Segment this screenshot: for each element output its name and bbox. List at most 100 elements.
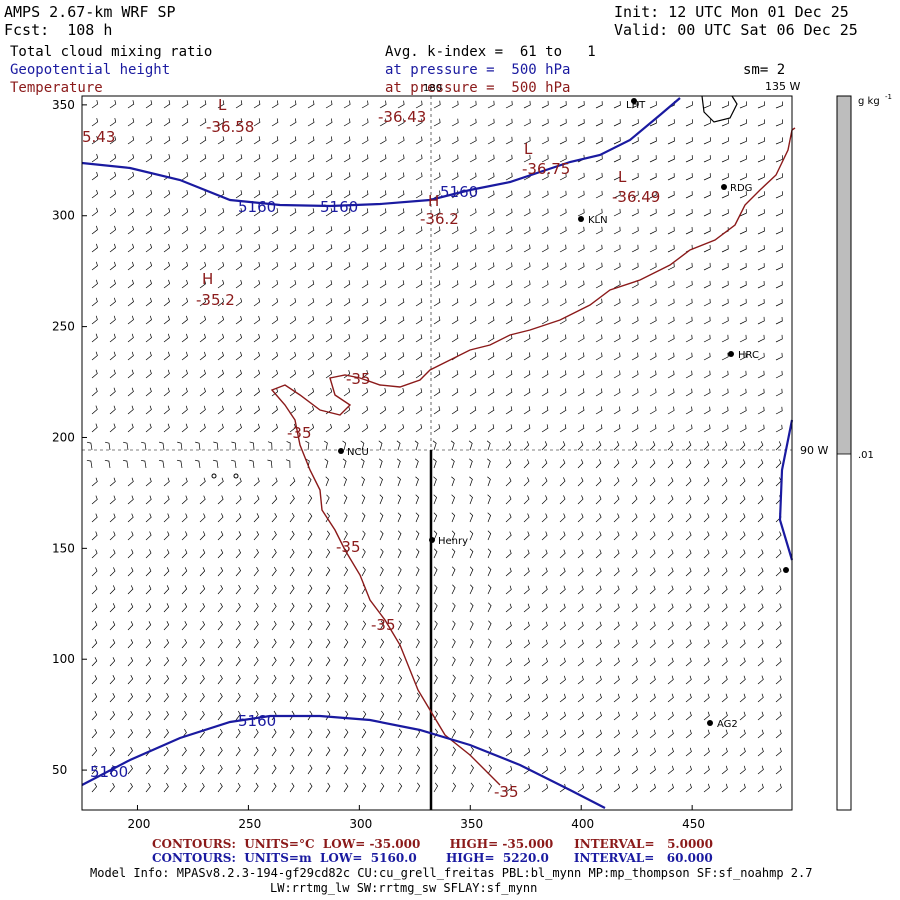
wind-barb <box>649 477 656 487</box>
wind-barb <box>685 191 693 199</box>
wind-barb <box>325 316 333 325</box>
init-time: Init: 12 UTC Mon 01 Dec 25 <box>614 3 849 21</box>
wind-barb <box>361 280 369 289</box>
wind-barb <box>703 334 711 343</box>
wind-barb <box>541 603 548 613</box>
wind-barb <box>109 297 116 307</box>
wind-barb <box>181 423 188 433</box>
wind-barb <box>559 208 567 217</box>
wind-barb <box>451 692 456 703</box>
wind-barb <box>613 316 621 325</box>
station-ncu: NCU <box>347 447 369 458</box>
extremum-value: -36.49 <box>612 188 660 206</box>
wind-barb <box>541 352 549 361</box>
wind-barb <box>541 388 549 397</box>
wind-barb <box>253 566 259 577</box>
wind-barb <box>739 693 746 703</box>
wind-barb <box>505 226 513 235</box>
wind-barb <box>289 620 295 631</box>
wind-barb <box>775 531 782 541</box>
wind-barb <box>271 477 278 487</box>
pressure-height: at pressure = 500 hPa <box>385 62 571 78</box>
wind-barb <box>415 424 423 433</box>
wind-barb <box>541 675 548 685</box>
wind-barb <box>289 674 295 685</box>
wind-barb <box>415 746 421 757</box>
wind-barb <box>739 765 746 775</box>
wind-barb <box>271 154 279 163</box>
wind-barb <box>361 100 369 109</box>
wind-barb <box>397 370 405 379</box>
wind-barb <box>199 333 206 343</box>
wind-barb <box>739 621 746 631</box>
wind-barb <box>91 333 98 343</box>
wind-barb <box>559 370 567 379</box>
wind-barb <box>757 621 764 631</box>
wind-barb <box>523 513 530 523</box>
wind-barb <box>397 226 405 235</box>
wind-barb <box>559 334 567 343</box>
wind-barb <box>343 584 349 595</box>
wind-barb <box>127 585 134 595</box>
wind-barb <box>631 280 639 289</box>
wind-barb <box>127 118 135 127</box>
wind-barb <box>127 154 135 163</box>
wind-barb <box>505 208 513 217</box>
wind-barb <box>451 638 456 649</box>
extremum-symbol: H <box>428 192 439 210</box>
wind-barb <box>721 280 729 289</box>
wind-barb <box>649 513 656 523</box>
wind-barb <box>631 424 639 433</box>
wind-barb <box>289 226 297 235</box>
wind-barb <box>199 656 205 667</box>
wind-barb <box>739 119 747 127</box>
wind-barb <box>159 441 165 451</box>
wind-barb <box>541 424 549 433</box>
wind-barb <box>451 334 459 343</box>
wind-barb <box>127 711 134 721</box>
wind-barb <box>253 638 259 649</box>
extremum-symbol: L <box>618 168 627 186</box>
wind-barb <box>91 729 98 739</box>
wind-barb <box>343 172 351 181</box>
wind-barb <box>109 603 116 613</box>
wind-barb <box>91 639 98 649</box>
wind-barb <box>613 657 620 667</box>
wind-barb <box>505 765 513 775</box>
wind-barb <box>91 405 98 415</box>
wind-barb <box>361 638 367 649</box>
wind-barb <box>595 513 602 523</box>
wind-barb <box>433 190 441 199</box>
wind-barb <box>469 226 477 235</box>
wind-barb <box>523 549 530 559</box>
wind-barb <box>145 621 152 631</box>
wind-barb <box>145 585 152 595</box>
wind-barb <box>595 477 602 487</box>
wind-barb <box>667 190 675 199</box>
wind-barb <box>325 494 330 505</box>
wind-barb <box>397 388 405 397</box>
height-label: 5160 <box>238 198 276 216</box>
wind-barb <box>685 173 693 181</box>
wind-barb <box>253 190 261 199</box>
wind-barb <box>217 567 224 577</box>
wind-barb <box>305 440 310 451</box>
wind-barb <box>685 280 693 289</box>
lon-label-180: 180 <box>423 83 442 94</box>
wind-barb <box>541 567 548 577</box>
wind-barb <box>145 207 153 217</box>
wind-barb <box>487 710 492 721</box>
wind-barb <box>739 209 747 217</box>
wind-barb <box>505 531 512 541</box>
wind-barb <box>307 172 315 181</box>
wind-barb <box>721 352 729 361</box>
temperature-labels: -35 -35 -35 -35 -35 L -36.58 L -36.75 L … <box>196 96 660 801</box>
wind-barb <box>433 406 441 415</box>
wind-barb <box>685 334 693 343</box>
wind-barb <box>145 693 152 703</box>
wind-barb <box>91 189 99 199</box>
wind-barb <box>325 638 331 649</box>
wind-barb <box>469 530 474 541</box>
wind-barb <box>181 297 189 307</box>
wind-barb <box>433 154 441 163</box>
